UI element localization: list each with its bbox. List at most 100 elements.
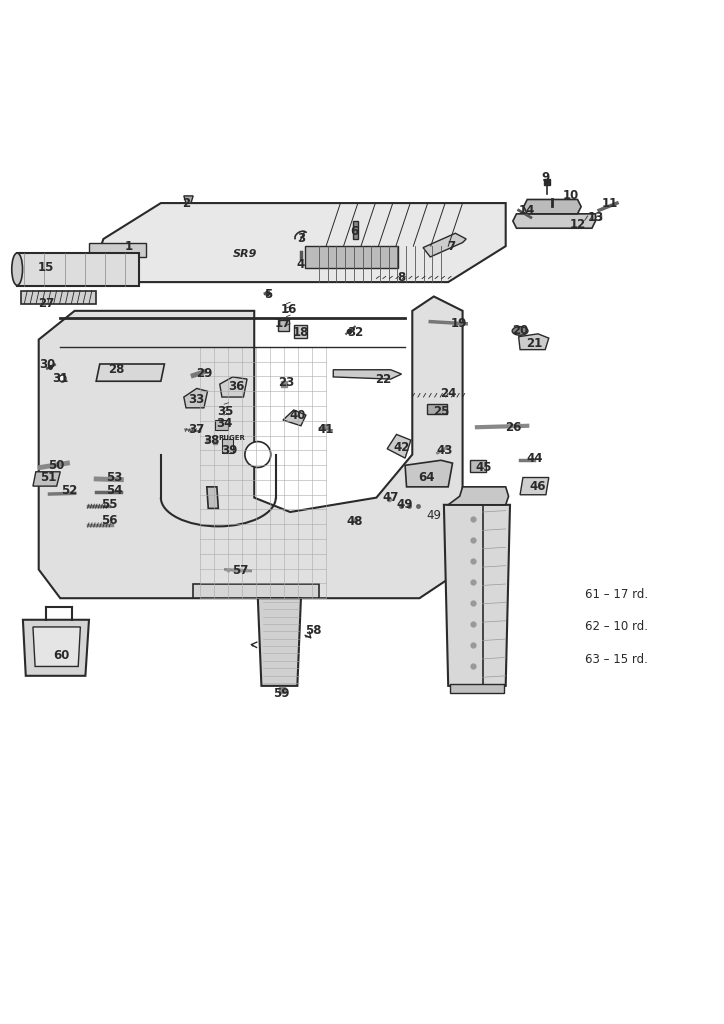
Text: 44: 44 [526, 452, 543, 465]
Bar [426, 404, 447, 415]
Text: 59: 59 [273, 686, 290, 699]
Text: 49: 49 [426, 509, 442, 522]
Ellipse shape [512, 327, 528, 335]
Polygon shape [96, 364, 164, 381]
Polygon shape [523, 200, 581, 214]
Polygon shape [513, 214, 596, 228]
Polygon shape [89, 203, 505, 282]
Text: 18: 18 [292, 326, 309, 339]
Text: 25: 25 [433, 404, 449, 418]
Text: 8: 8 [397, 271, 405, 285]
Polygon shape [23, 620, 89, 676]
Text: 58: 58 [305, 624, 321, 637]
Text: 26: 26 [505, 421, 521, 434]
Text: 57: 57 [232, 564, 248, 578]
Polygon shape [520, 477, 549, 495]
Text: 33: 33 [189, 393, 205, 406]
Text: 48: 48 [347, 515, 363, 527]
Bar [450, 684, 504, 693]
Text: 3: 3 [297, 232, 305, 246]
Polygon shape [184, 388, 208, 408]
Polygon shape [33, 472, 60, 486]
Text: 32: 32 [347, 326, 363, 339]
Text: 53: 53 [106, 471, 122, 484]
Text: 42: 42 [393, 441, 410, 454]
Text: 10: 10 [563, 189, 578, 203]
Text: 43: 43 [437, 444, 452, 458]
Polygon shape [258, 598, 301, 686]
Text: 46: 46 [530, 480, 547, 494]
Text: 60: 60 [54, 649, 70, 663]
Text: 20: 20 [512, 325, 529, 338]
Text: 38: 38 [203, 433, 219, 446]
Text: 37: 37 [189, 423, 205, 436]
Text: 19: 19 [451, 317, 467, 331]
Text: 52: 52 [62, 484, 77, 497]
Bar [193, 584, 319, 598]
Text: 51: 51 [40, 471, 56, 484]
Bar [17, 253, 139, 286]
Text: 16: 16 [280, 303, 297, 315]
Polygon shape [448, 486, 508, 505]
Bar [222, 438, 232, 453]
Text: 40: 40 [289, 409, 306, 422]
Polygon shape [220, 377, 247, 397]
Text: 27: 27 [38, 297, 54, 310]
Text: 5: 5 [264, 288, 273, 301]
Bar [294, 326, 307, 338]
Text: 12: 12 [569, 218, 586, 231]
Text: 62 – 10 rd.: 62 – 10 rd. [585, 621, 648, 634]
Text: 35: 35 [217, 404, 234, 418]
Polygon shape [518, 334, 549, 349]
Text: 7: 7 [447, 240, 456, 253]
Polygon shape [38, 297, 463, 598]
Text: 56: 56 [101, 514, 117, 527]
Text: 45: 45 [476, 461, 492, 474]
Ellipse shape [12, 253, 22, 286]
Circle shape [245, 441, 271, 468]
Bar [470, 460, 486, 472]
Text: 36: 36 [228, 380, 245, 393]
Text: 9: 9 [541, 171, 550, 183]
Text: 31: 31 [52, 372, 68, 385]
Bar [215, 420, 227, 430]
Polygon shape [283, 410, 306, 426]
Text: 14: 14 [519, 204, 536, 217]
Text: 1: 1 [125, 240, 132, 253]
Bar [353, 221, 358, 239]
Text: 55: 55 [101, 499, 117, 511]
Text: 39: 39 [221, 444, 237, 458]
Text: 13: 13 [587, 211, 604, 224]
Text: 4: 4 [297, 258, 305, 270]
Text: 24: 24 [440, 387, 456, 400]
Text: 28: 28 [108, 364, 125, 376]
Text: 63 – 15 rd.: 63 – 15 rd. [585, 652, 647, 666]
Polygon shape [21, 291, 96, 304]
Text: 34: 34 [216, 417, 232, 430]
Text: 21: 21 [526, 337, 542, 349]
Text: SR9: SR9 [232, 249, 257, 259]
Text: 29: 29 [195, 367, 212, 380]
Text: 41: 41 [318, 423, 334, 436]
Text: 50: 50 [49, 459, 65, 472]
Polygon shape [444, 505, 510, 686]
Text: 22: 22 [376, 373, 392, 386]
Text: 47: 47 [382, 492, 399, 504]
Text: 6: 6 [350, 225, 359, 239]
Text: 30: 30 [39, 358, 56, 372]
Text: 17: 17 [275, 316, 291, 330]
Polygon shape [387, 434, 411, 458]
Polygon shape [405, 460, 452, 486]
Polygon shape [305, 246, 398, 267]
Text: 61 – 17 rd.: 61 – 17 rd. [585, 588, 648, 601]
Polygon shape [33, 627, 80, 667]
Polygon shape [89, 243, 146, 257]
Text: 64: 64 [418, 471, 435, 484]
Polygon shape [207, 486, 219, 508]
Text: 54: 54 [106, 484, 122, 497]
Text: 15: 15 [38, 261, 54, 274]
Text: RUGER: RUGER [219, 435, 245, 441]
Polygon shape [423, 233, 466, 257]
Polygon shape [184, 196, 193, 203]
Text: 11: 11 [602, 197, 618, 210]
